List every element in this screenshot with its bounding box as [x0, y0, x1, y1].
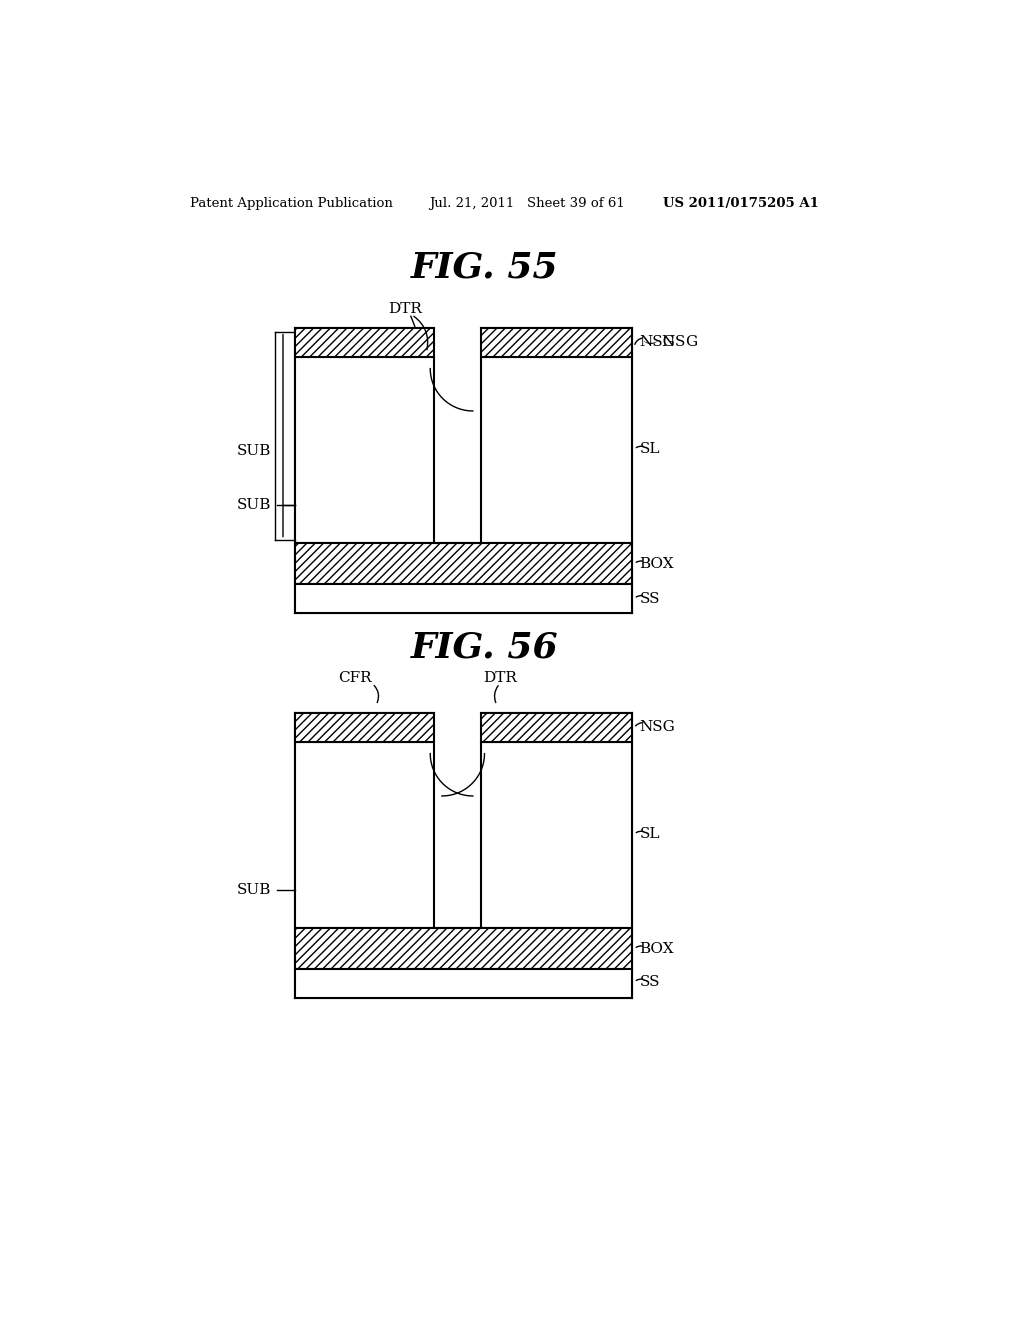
- Bar: [295, 713, 434, 742]
- Bar: [295, 585, 632, 612]
- Text: FIG. 56: FIG. 56: [411, 631, 558, 664]
- Text: SUB: SUB: [237, 444, 271, 458]
- Text: BOX: BOX: [640, 557, 674, 572]
- Text: NSG: NSG: [640, 719, 676, 734]
- Text: SUB: SUB: [237, 498, 271, 512]
- Bar: [480, 742, 632, 928]
- Bar: [295, 358, 434, 544]
- Text: Patent Application Publication: Patent Application Publication: [190, 197, 393, 210]
- Text: SL: SL: [640, 442, 660, 457]
- Bar: [480, 358, 632, 544]
- Text: SS: SS: [640, 591, 660, 606]
- Text: SS: SS: [640, 975, 660, 989]
- Bar: [295, 742, 434, 928]
- Text: FIG. 55: FIG. 55: [411, 251, 558, 285]
- Bar: [480, 327, 632, 358]
- Bar: [295, 544, 632, 585]
- Text: $\smile$NSG: $\smile$NSG: [640, 334, 697, 350]
- Text: CFR: CFR: [339, 671, 372, 685]
- Bar: [295, 969, 632, 998]
- Text: SL: SL: [640, 828, 660, 841]
- Text: BOX: BOX: [640, 942, 674, 956]
- Text: DTR: DTR: [388, 301, 422, 315]
- Bar: [295, 928, 632, 969]
- Bar: [295, 327, 434, 358]
- Text: DTR: DTR: [483, 671, 517, 685]
- Text: US 2011/0175205 A1: US 2011/0175205 A1: [663, 197, 818, 210]
- Text: SUB: SUB: [237, 883, 271, 896]
- Text: Jul. 21, 2011   Sheet 39 of 61: Jul. 21, 2011 Sheet 39 of 61: [429, 197, 625, 210]
- Bar: [480, 713, 632, 742]
- Text: NSG: NSG: [640, 335, 676, 348]
